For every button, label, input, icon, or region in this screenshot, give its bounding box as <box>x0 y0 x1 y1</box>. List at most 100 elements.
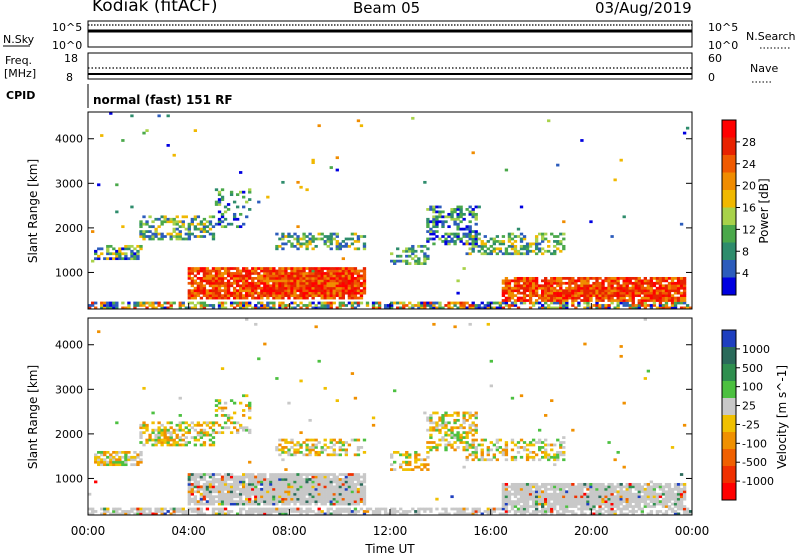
heatmap-cell <box>235 495 240 499</box>
heatmap-cell <box>148 507 152 511</box>
heatmap-cell <box>571 485 575 489</box>
heatmap-cell <box>326 237 330 241</box>
heatmap-cell <box>444 215 448 219</box>
heatmap-cell <box>577 301 581 305</box>
heatmap-cell <box>528 244 533 248</box>
heatmap-cell <box>235 500 240 503</box>
heatmap-cell <box>199 230 204 233</box>
heatmap-cell <box>622 284 626 288</box>
heatmap-cell <box>531 497 536 501</box>
heatmap-cell <box>513 276 518 280</box>
heatmap-cell <box>513 284 518 288</box>
heatmap-cell <box>679 505 684 508</box>
heatmap-cell <box>667 487 672 491</box>
heatmap-cell <box>115 252 119 256</box>
heatmap-cell <box>390 510 394 513</box>
heatmap-cell <box>592 495 596 499</box>
heatmap-cell <box>242 480 246 484</box>
heatmap-cell <box>326 301 330 305</box>
heatmap-cell <box>223 276 228 280</box>
heatmap-cell <box>522 235 527 238</box>
heatmap-cell <box>592 497 596 501</box>
heatmap-cell <box>547 284 551 288</box>
heatmap-cell <box>565 482 569 486</box>
heatmap-cell <box>531 482 536 486</box>
heatmap-cell <box>604 304 608 307</box>
heatmap-cell <box>106 455 110 459</box>
heatmap-cell <box>556 279 560 283</box>
heatmap-cell <box>465 458 469 462</box>
heatmap-cell <box>257 512 261 516</box>
heatmap-cell <box>619 507 623 511</box>
heatmap-cell <box>142 426 146 430</box>
heatmap-cell <box>220 225 225 229</box>
heatmap-cell <box>211 512 216 516</box>
heatmap-cell <box>166 443 170 447</box>
heatmap-cell <box>317 306 321 310</box>
heatmap-cell <box>544 279 548 283</box>
heatmap-cell <box>610 505 614 508</box>
heatmap-cell <box>190 492 194 496</box>
heatmap-cell <box>474 426 478 430</box>
heatmap-cell <box>607 507 611 511</box>
heatmap-cell <box>616 497 620 501</box>
heatmap-cell <box>556 492 560 496</box>
heatmap-cell <box>166 438 170 442</box>
heatmap-cell <box>628 286 632 290</box>
heatmap-cell <box>432 242 436 246</box>
heatmap-cell <box>314 482 318 486</box>
heatmap-cell <box>220 267 225 270</box>
heatmap-cell <box>513 281 518 285</box>
heatmap-cell <box>257 495 261 499</box>
heatmap-cell <box>217 490 222 494</box>
heatmap-cell <box>350 502 355 506</box>
heatmap-cell <box>106 463 110 467</box>
heatmap-cell <box>223 272 228 275</box>
heatmap-cell <box>556 240 560 243</box>
heatmap-cell <box>637 497 641 501</box>
heatmap-cell <box>432 421 436 425</box>
heatmap-cell <box>550 482 554 486</box>
heatmap-cell <box>344 274 349 278</box>
heatmap-cell <box>199 507 204 511</box>
heatmap-cell <box>220 294 225 297</box>
heatmap-cell <box>417 510 421 513</box>
heatmap-cell <box>390 304 394 307</box>
heatmap-cell <box>595 492 599 496</box>
heatmap-cell <box>613 289 617 293</box>
heatmap-cell <box>199 289 204 293</box>
heatmap-cell <box>323 495 327 499</box>
heatmap-cell <box>317 232 321 236</box>
heatmap-cell <box>444 426 448 430</box>
heatmap-cell <box>562 299 566 302</box>
heatmap-cell <box>326 306 330 310</box>
heatmap-cell <box>577 286 581 290</box>
heatmap-cell <box>685 512 690 516</box>
heatmap-cell <box>217 406 222 410</box>
heatmap-cell <box>260 487 264 491</box>
heatmap-cell <box>193 225 198 229</box>
heatmap-cell <box>601 507 605 511</box>
heatmap-cell <box>628 505 632 508</box>
heatmap-cell <box>507 500 512 503</box>
heatmap-cell <box>553 507 557 511</box>
heatmap-cell <box>344 502 349 506</box>
heatmap-cell <box>278 475 282 479</box>
heatmap-cell <box>625 301 629 305</box>
heatmap-cell <box>619 502 623 506</box>
heatmap-cell <box>341 284 345 288</box>
heatmap-cell <box>287 475 291 479</box>
heatmap-cell <box>326 267 330 270</box>
heatmap-cell <box>510 455 515 459</box>
heatmap-cell <box>257 357 261 361</box>
heatmap-cell <box>589 507 593 511</box>
heatmap-cell <box>115 460 119 464</box>
heatmap-cell <box>226 426 231 430</box>
heatmap-cell <box>619 497 623 501</box>
heatmap-cell <box>338 502 342 506</box>
heatmap-cell <box>242 267 246 270</box>
heatmap-cell <box>556 306 560 310</box>
heatmap-cell <box>513 490 518 494</box>
heatmap-cell <box>94 453 98 457</box>
heatmap-cell <box>553 286 557 290</box>
